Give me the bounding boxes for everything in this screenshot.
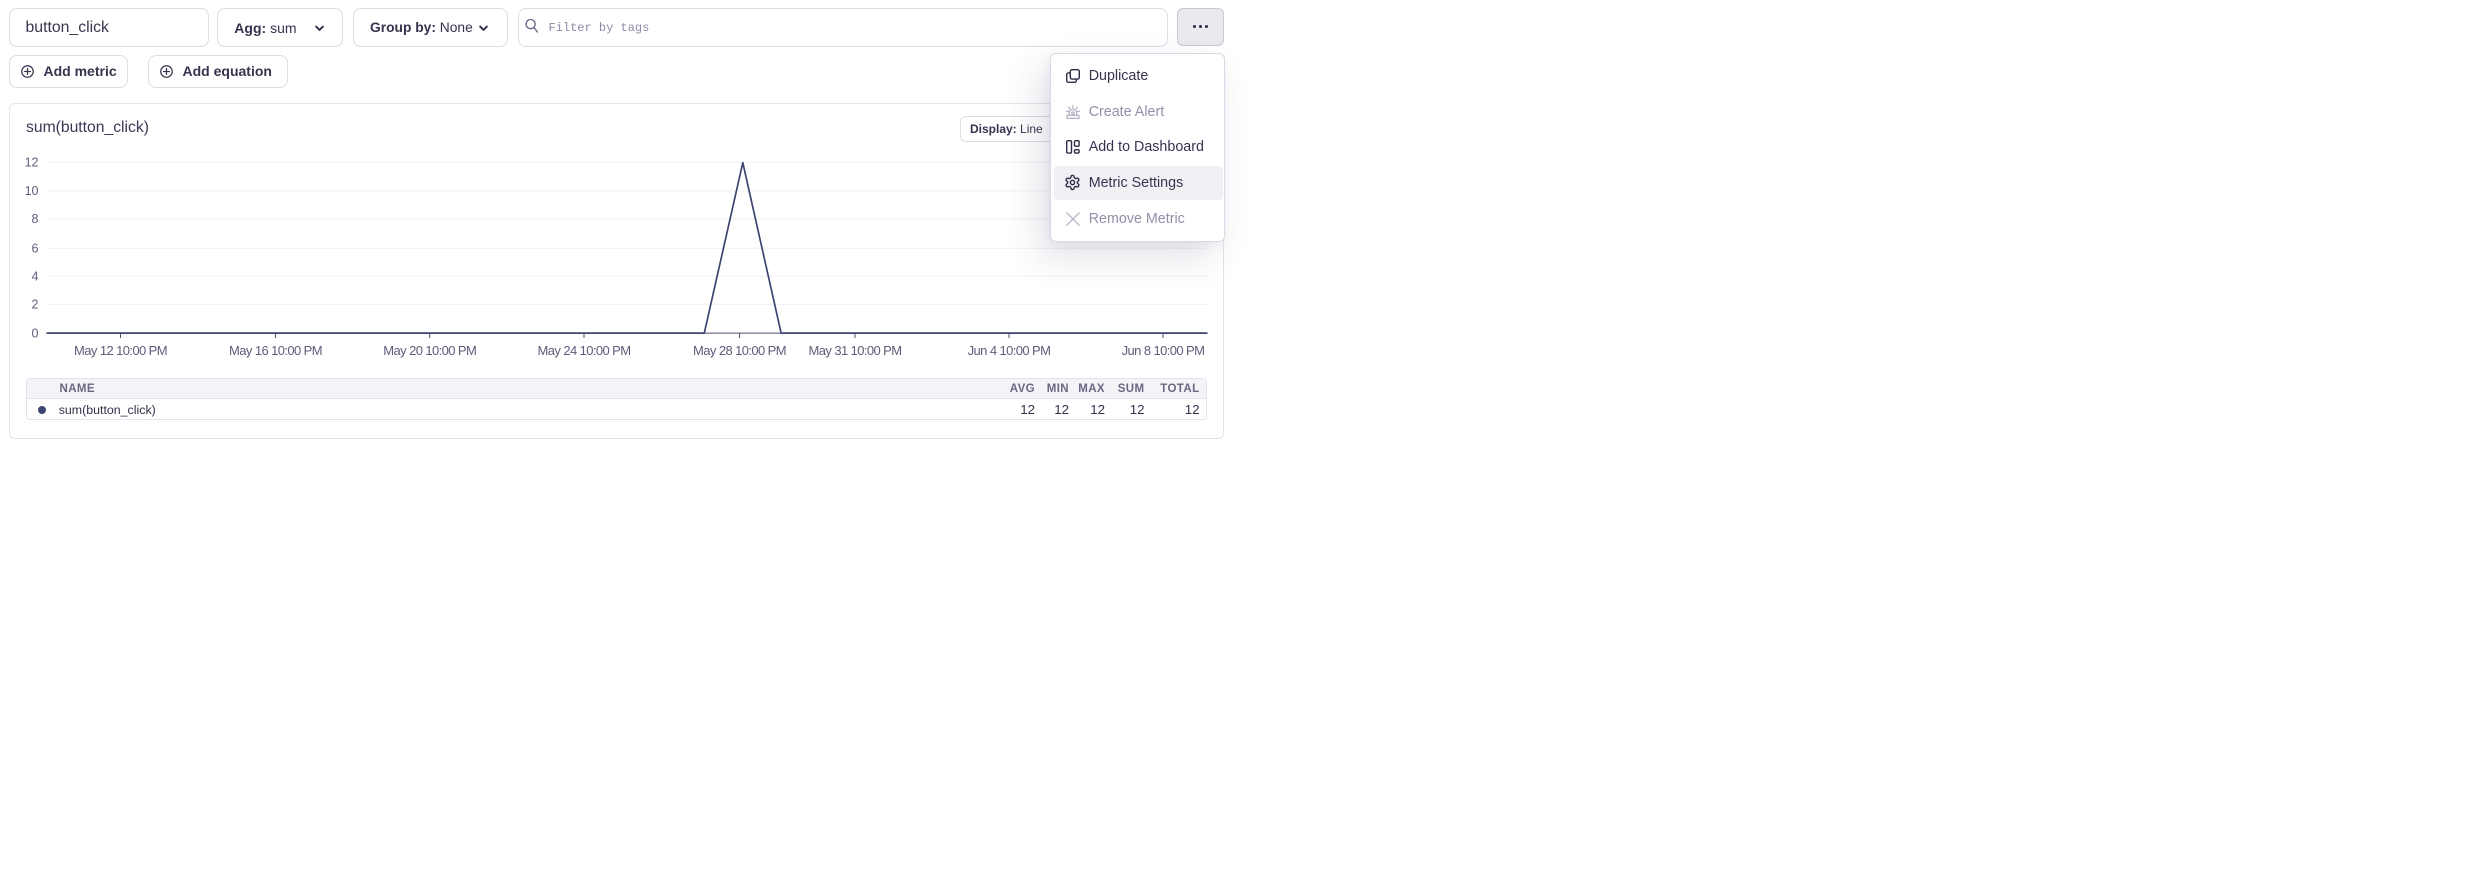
svg-text:May 20 10:00 PM: May 20 10:00 PM <box>383 343 476 358</box>
svg-text:May 24 10:00 PM: May 24 10:00 PM <box>537 343 630 358</box>
svg-text:0: 0 <box>31 326 38 340</box>
svg-text:4: 4 <box>31 269 38 283</box>
svg-text:10: 10 <box>24 184 38 198</box>
svg-text:May 16 10:00 PM: May 16 10:00 PM <box>229 343 322 358</box>
svg-text:Jun 8 10:00 PM: Jun 8 10:00 PM <box>1121 343 1204 358</box>
svg-text:May 31 10:00 PM: May 31 10:00 PM <box>808 343 901 358</box>
svg-text:Jun 4 10:00 PM: Jun 4 10:00 PM <box>967 343 1050 358</box>
svg-text:12: 12 <box>24 155 38 169</box>
svg-text:May 28 10:00 PM: May 28 10:00 PM <box>693 343 786 358</box>
svg-text:May 12 10:00 PM: May 12 10:00 PM <box>74 343 167 358</box>
svg-text:2: 2 <box>31 297 38 311</box>
svg-text:8: 8 <box>31 212 38 226</box>
svg-text:6: 6 <box>31 241 38 255</box>
